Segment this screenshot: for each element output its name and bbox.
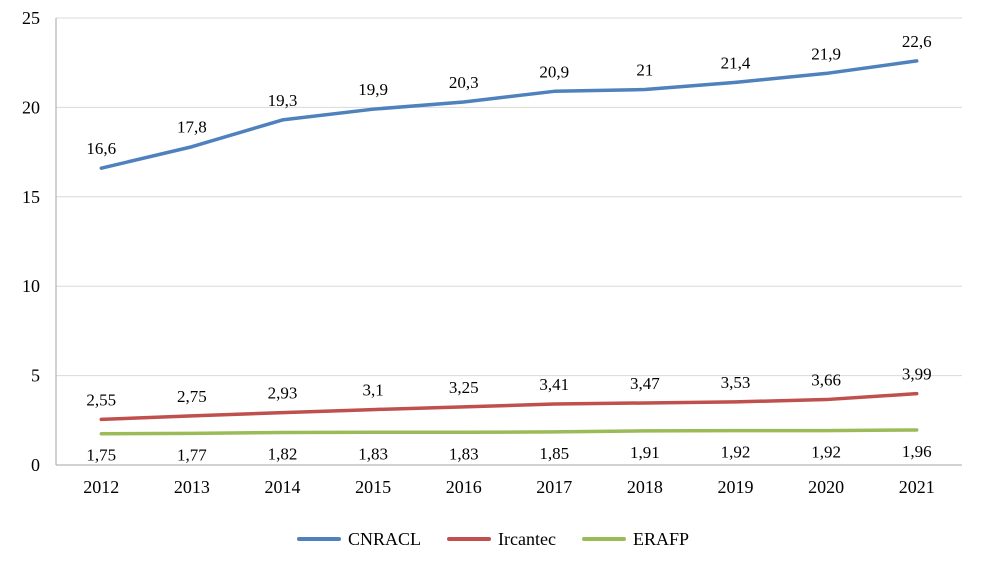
line-chart: 0 5 10 15 20 25 2012 2013 2014 2015 2016 2017 2018 20…	[22, 8, 962, 497]
data-label-ircantec: 2,55	[86, 390, 116, 409]
data-label-cnracl: 17,8	[177, 118, 207, 137]
data-label-erafp: 1,75	[86, 446, 116, 465]
data-label-ircantec: 3,25	[449, 378, 479, 397]
data-label-erafp: 1,77	[177, 445, 207, 464]
y-axis-tick-label: 0	[31, 455, 40, 475]
data-label-erafp: 1,96	[902, 442, 932, 461]
data-label-erafp: 1,83	[358, 444, 388, 463]
series-line-erafp	[99, 428, 919, 436]
data-label-cnracl: 19,3	[268, 91, 298, 110]
legend-swatch-erafp	[581, 537, 626, 541]
data-label-erafp: 1,83	[449, 444, 479, 463]
data-label-ircantec: 3,99	[902, 365, 932, 384]
data-label-ircantec: 2,93	[268, 384, 298, 403]
data-label-erafp: 1,92	[721, 443, 751, 462]
data-label-erafp: 1,85	[539, 444, 569, 463]
y-axis-tick-label: 20	[22, 97, 40, 117]
x-axis-tick-label: 2013	[174, 477, 210, 497]
legend-swatch-ircantec	[447, 537, 492, 541]
data-label-cnracl: 20,3	[449, 73, 479, 92]
y-axis-tick-label: 25	[22, 8, 40, 28]
data-label-erafp: 1,82	[268, 444, 298, 463]
data-label-ircantec: 3,53	[721, 373, 751, 392]
data-label-erafp: 1,91	[630, 443, 660, 462]
data-label-ircantec: 3,41	[539, 375, 569, 394]
x-axis-tick-label: 2018	[627, 477, 663, 497]
y-axis-tick-label: 5	[31, 366, 40, 386]
data-label-ircantec: 3,66	[811, 371, 841, 390]
data-label-cnracl: 21,4	[721, 53, 751, 72]
legend-label-ircantec: Ircantec	[498, 529, 556, 549]
legend-label-erafp: ERAFP	[632, 529, 689, 549]
legend-swatch-cnracl	[297, 537, 341, 541]
x-axis-tick-label: 2015	[355, 477, 391, 497]
legend-item-cnracl: CNRACL	[297, 530, 421, 548]
x-axis-tick-label: 2019	[718, 477, 754, 497]
data-label-ircantec: 3,47	[630, 374, 660, 393]
data-label-cnracl: 16,6	[86, 139, 116, 158]
x-axis-tick-label: 2012	[83, 477, 119, 497]
legend-label-cnracl: CNRACL	[348, 529, 422, 549]
x-axis-tick-label: 2017	[536, 477, 572, 497]
legend-item-erafp: ERAFP	[581, 529, 689, 549]
legend-item-ircantec: Ircantec	[447, 530, 556, 548]
x-axis-tick-label: 2021	[899, 477, 935, 497]
x-axis-tick-label: 2014	[265, 477, 301, 497]
data-label-erafp: 1,92	[811, 443, 841, 462]
data-label-cnracl: 19,9	[358, 80, 388, 99]
y-axis-tick-label: 10	[22, 276, 40, 296]
data-label-cnracl: 21,9	[811, 44, 841, 63]
data-label-ircantec: 3,1	[362, 381, 383, 400]
series-line-ircantec	[99, 391, 919, 422]
x-axis-tick-label: 2020	[808, 477, 844, 497]
data-label-cnracl: 21	[636, 61, 653, 80]
y-axis-tick-label: 15	[22, 187, 40, 207]
x-axis-tick-label: 2016	[446, 477, 482, 497]
data-label-cnracl: 22,6	[902, 32, 932, 51]
series-line-cnracl	[99, 59, 919, 170]
data-label-cnracl: 20,9	[539, 62, 569, 81]
chart-legend: CNRACL Ircantec ERAFP	[0, 524, 986, 554]
data-label-ircantec: 2,75	[177, 387, 207, 406]
